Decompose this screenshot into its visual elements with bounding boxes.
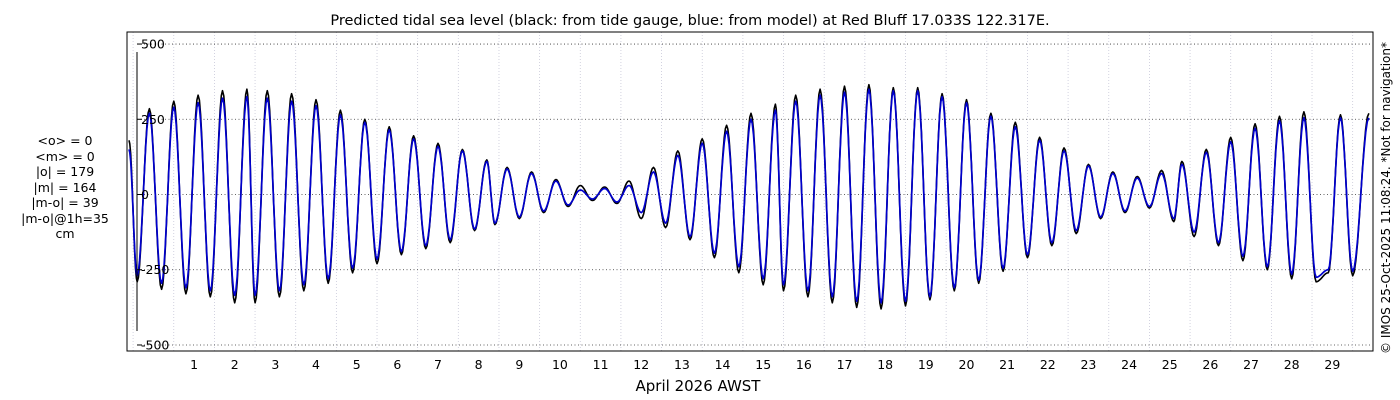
plot-frame bbox=[126, 31, 1374, 352]
stat-abs-diff-1h: |m-o|@1h=35 bbox=[21, 210, 109, 226]
x-tick-label: 2 bbox=[231, 357, 239, 372]
stat-unit: cm bbox=[55, 226, 75, 241]
x-tick-label: 3 bbox=[271, 357, 279, 372]
x-tick-label: 17 bbox=[837, 357, 853, 372]
x-tick-label: 6 bbox=[393, 357, 401, 372]
x-tick-label: 29 bbox=[1324, 357, 1340, 372]
x-tick-label: 19 bbox=[918, 357, 934, 372]
x-tick-label: 15 bbox=[755, 357, 771, 372]
x-tick-label: 4 bbox=[312, 357, 320, 372]
x-tick-label: 12 bbox=[633, 357, 649, 372]
x-tick-label: 11 bbox=[593, 357, 609, 372]
x-tick-label: 1 bbox=[190, 357, 198, 372]
x-tick-label: 14 bbox=[715, 357, 731, 372]
series-lines bbox=[128, 83, 1370, 310]
x-tick-label: 9 bbox=[515, 357, 523, 372]
stat-mean-model: <m> = 0 bbox=[35, 148, 95, 164]
x-tick-label: 18 bbox=[877, 357, 893, 372]
y-tick-label: 250 bbox=[141, 112, 165, 127]
statistics-panel: <o> = 0 <m> = 0 |o| = 179 |m| = 164 |m-o… bbox=[10, 133, 120, 242]
x-tick-label: 13 bbox=[674, 357, 690, 372]
stat-abs-model: |m| = 164 bbox=[33, 179, 97, 195]
y-tick-label: 0 bbox=[141, 187, 149, 202]
x-tick-label: 22 bbox=[1040, 357, 1056, 372]
x-axis-label: April 2026 AWST bbox=[636, 377, 762, 395]
x-ticks: 1 2 3 4 5 6 7 8 9 10 11 12 13 14 15 16 17 18 19 20 21 22 23 24 2… bbox=[190, 357, 1340, 372]
stat-abs-diff: |m-o| = 39 bbox=[31, 195, 99, 210]
x-tick-label: 27 bbox=[1243, 357, 1259, 372]
stat-mean-observed: <o> = 0 bbox=[37, 133, 93, 148]
x-tick-label: 16 bbox=[796, 357, 812, 372]
y-tick-label: -500 bbox=[141, 337, 169, 352]
chart-title: Predicted tidal sea level (black: from t… bbox=[330, 13, 1049, 29]
y-ticks: 500 250 0 -250 -500 bbox=[137, 37, 169, 352]
x-tick-label: 8 bbox=[475, 357, 483, 372]
x-tick-label: 5 bbox=[353, 357, 361, 372]
x-tick-label: 23 bbox=[1080, 357, 1096, 372]
x-tick-label: 10 bbox=[552, 357, 568, 372]
x-tick-label: 26 bbox=[1202, 357, 1218, 372]
x-tick-label: 21 bbox=[999, 357, 1015, 372]
plot-area bbox=[127, 32, 1373, 351]
x-tick-label: 24 bbox=[1121, 357, 1137, 372]
y-tick-label: 500 bbox=[141, 37, 165, 52]
copyright-notice: © IMOS 25-Oct-2025 11:08:24. *Not for na… bbox=[1379, 42, 1393, 354]
x-tick-label: 7 bbox=[434, 357, 442, 372]
stat-abs-observed: |o| = 179 bbox=[35, 164, 95, 179]
x-tick-label: 25 bbox=[1162, 357, 1178, 372]
x-tick-label: 28 bbox=[1284, 357, 1300, 372]
y-tick-label: -250 bbox=[141, 262, 169, 277]
x-tick-label: 20 bbox=[959, 357, 975, 372]
model-series-line bbox=[128, 88, 1370, 304]
